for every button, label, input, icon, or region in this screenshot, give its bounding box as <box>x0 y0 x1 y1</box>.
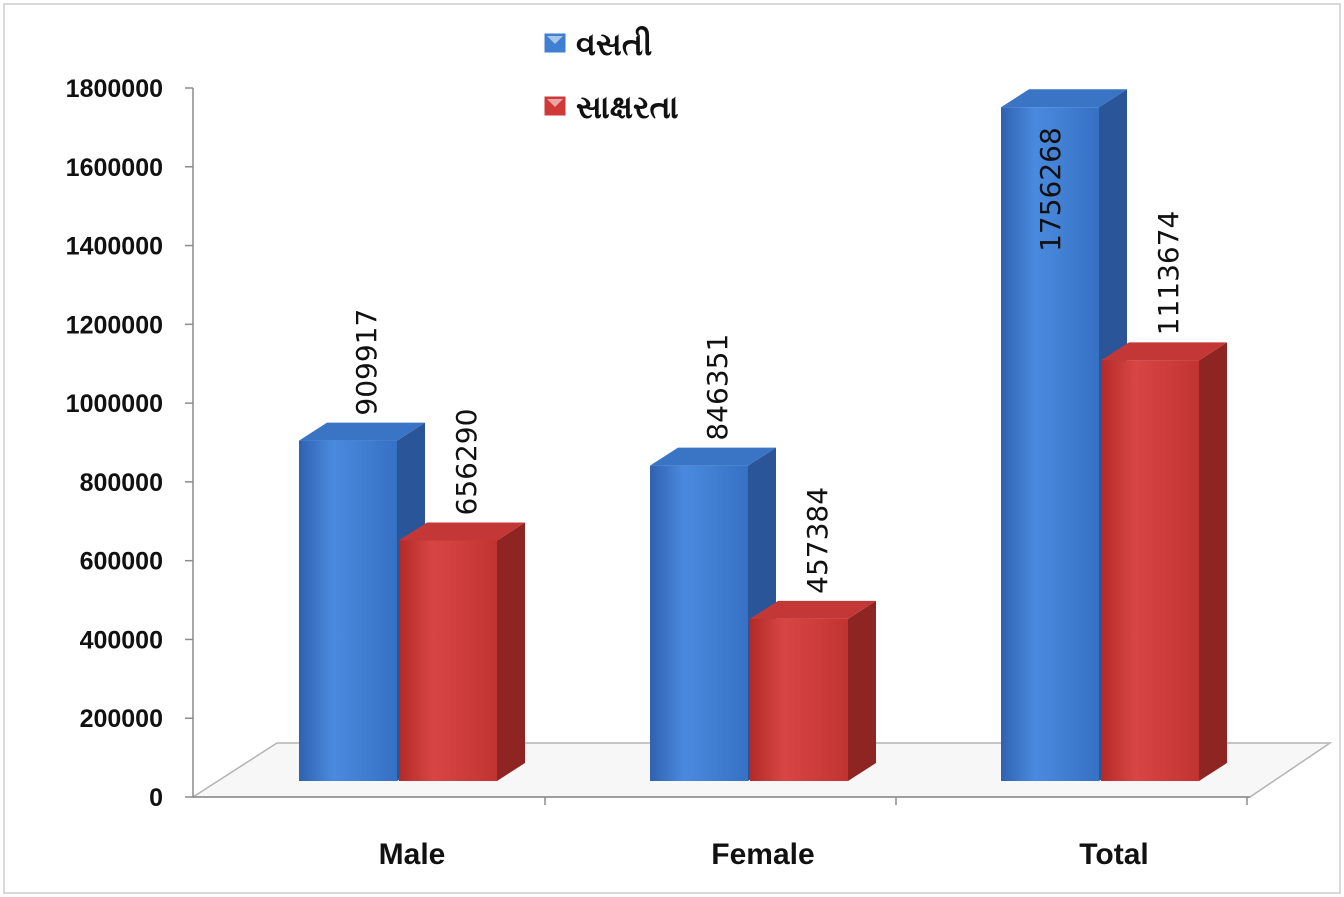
bar-top-face <box>750 600 876 619</box>
y-tick-label: 800000 <box>80 469 163 497</box>
bar-top-face <box>650 447 776 466</box>
legend-label: સાક્ષરતા <box>576 88 679 126</box>
y-tick-label: 600000 <box>80 548 163 576</box>
y-tick-label: 400000 <box>80 626 163 654</box>
data-label: 846351 <box>701 334 734 441</box>
data-label: 1113674 <box>1152 211 1185 336</box>
data-label: 1756268 <box>1034 127 1067 252</box>
y-tick-label: 0 <box>149 784 163 812</box>
legend-label: વસતી <box>576 25 652 63</box>
bar-front-face <box>650 465 748 781</box>
chart-border <box>3 3 1341 894</box>
data-label: 457384 <box>801 487 834 594</box>
data-label: 656290 <box>450 409 483 516</box>
y-tick-label: 1200000 <box>66 311 163 339</box>
legend-swatch-highlight <box>547 36 563 44</box>
y-tick-label: 1600000 <box>66 154 163 182</box>
bar-side-face <box>848 600 876 781</box>
bar-top-face <box>1001 89 1127 108</box>
y-tick-label: 1400000 <box>66 233 163 261</box>
bar-top-face <box>399 522 525 541</box>
bar-front-face <box>299 440 397 781</box>
bar-top-face <box>1101 342 1227 361</box>
bar-front-face <box>1101 360 1199 781</box>
bar-top-face <box>299 422 425 441</box>
bar-front-face <box>1001 107 1099 782</box>
x-tick-label: Female <box>711 838 814 871</box>
bar-literacy-male <box>399 522 525 781</box>
x-tick-label: Total <box>1079 838 1148 871</box>
y-tick-label: 200000 <box>80 705 163 733</box>
bar-side-face <box>1199 342 1227 781</box>
y-tick-label: 1000000 <box>66 390 163 418</box>
bar-front-face <box>750 618 848 781</box>
legend-item-population: વસતી <box>543 25 652 63</box>
bar-literacy-total <box>1101 342 1227 781</box>
bar-front-face <box>399 540 497 781</box>
bar-population-female <box>650 447 776 781</box>
bar-literacy-female <box>750 600 876 781</box>
y-tick-label: 1800000 <box>66 75 163 103</box>
legend-swatch-highlight <box>547 99 563 107</box>
legend-item-literacy: સાક્ષરતા <box>543 88 679 126</box>
x-tick-label: Male <box>379 838 446 871</box>
bar-side-face <box>497 522 525 781</box>
data-label: 909917 <box>350 309 383 416</box>
